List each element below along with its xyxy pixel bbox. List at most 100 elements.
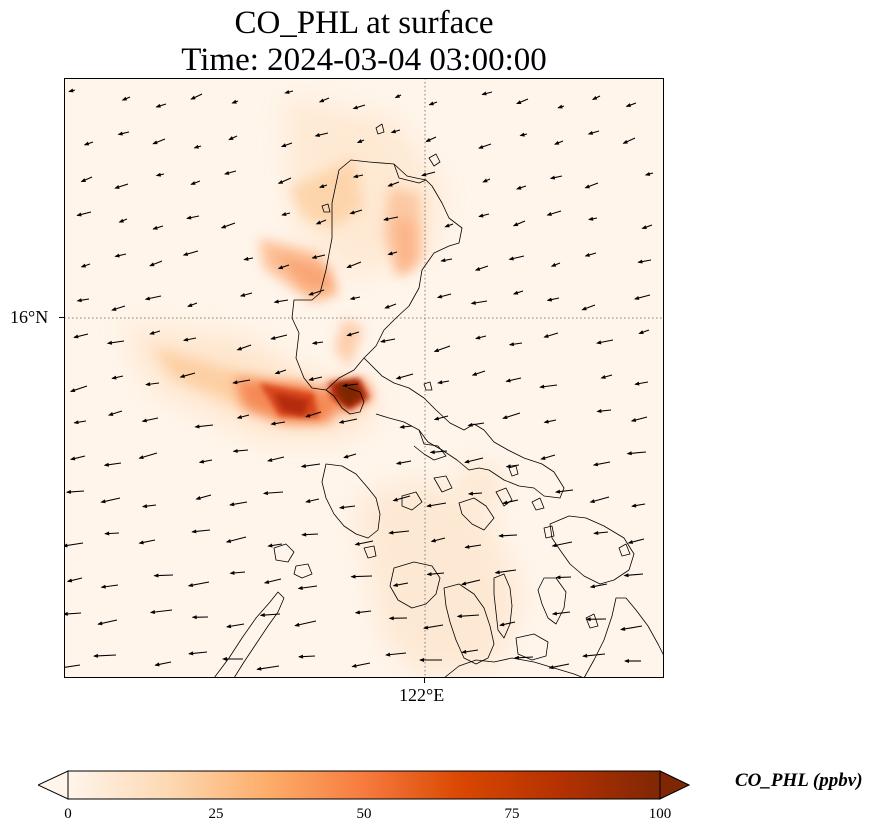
- arrow-left-icon: [387, 251, 393, 256]
- arrow-left-icon: [284, 90, 290, 94]
- arrow-left-icon: [512, 290, 519, 295]
- arrow-left-icon: [225, 539, 232, 543]
- arrow-left-icon: [65, 489, 72, 494]
- arrow-left-icon: [338, 419, 344, 424]
- arrow-left-icon: [494, 570, 500, 575]
- arrow-left-icon: [155, 103, 161, 108]
- arrow-left-icon: [593, 531, 599, 536]
- arrow-left-icon: [229, 570, 235, 575]
- arrow-left-icon: [69, 388, 76, 393]
- arrow-left-icon: [277, 265, 284, 270]
- arrow-left-icon: [437, 380, 443, 385]
- arrow-left-icon: [308, 291, 314, 296]
- map-panel: [64, 78, 664, 678]
- arrow-left-icon: [428, 101, 434, 106]
- lat-tick-label: 16°N: [10, 307, 49, 327]
- arrow-left-icon: [638, 330, 644, 334]
- arrow-left-icon: [548, 665, 554, 670]
- arrow-left-icon: [626, 451, 632, 456]
- arrow-left-icon: [546, 212, 552, 216]
- arrow-left-icon: [232, 380, 238, 385]
- arrow-left-icon: [395, 375, 402, 380]
- arrow-left-icon: [228, 136, 234, 141]
- arrow-left-icon: [633, 296, 640, 300]
- arrow-left-icon: [551, 543, 557, 548]
- arrow-left-icon: [188, 651, 194, 656]
- arrow-left-icon: [270, 421, 276, 426]
- arrow-left-icon: [97, 621, 103, 626]
- arrow-left-icon: [107, 412, 114, 416]
- arrow-left-icon: [516, 100, 522, 105]
- arrow-left-icon: [231, 99, 237, 104]
- arrow-left-icon: [141, 504, 148, 509]
- arrow-left-icon: [555, 575, 561, 580]
- arrow-left-icon: [267, 458, 273, 462]
- arrow-left-icon: [624, 659, 629, 663]
- arrow-left-icon: [259, 613, 265, 618]
- lon-tick-mark: [424, 678, 425, 683]
- wind-vectors: [64, 88, 654, 671]
- colorbar-extend-max: [659, 770, 690, 800]
- arrow-left-icon: [644, 171, 651, 176]
- map-title-field: CO_PHL at surface: [234, 5, 494, 41]
- arrow-left-icon: [514, 655, 520, 660]
- arrow-left-icon: [76, 212, 82, 217]
- arrow-left-icon: [351, 663, 357, 668]
- arrow-left-icon: [100, 584, 106, 589]
- arrow-left-icon: [421, 172, 427, 177]
- arrow-left-icon: [634, 381, 640, 386]
- arrow-left-icon: [277, 179, 284, 184]
- arrow-left-icon: [627, 540, 634, 544]
- arrow-left-icon: [138, 540, 144, 545]
- arrow-left-icon: [352, 174, 359, 179]
- arrow-left-icon: [305, 499, 311, 503]
- arrow-left-icon: [66, 578, 73, 583]
- arrow-left-icon: [539, 384, 545, 389]
- gridlines: [64, 78, 664, 678]
- arrow-left-icon: [352, 105, 358, 110]
- arrow-left-icon: [625, 103, 632, 107]
- arrow-left-icon: [343, 454, 349, 459]
- map-canvas: [64, 78, 664, 678]
- arrow-left-icon: [149, 610, 156, 615]
- arrow-left-icon: [516, 185, 522, 190]
- lon-tick-label: 122°E: [399, 685, 445, 705]
- arrow-left-icon: [80, 178, 87, 183]
- arrow-left-icon: [478, 213, 484, 218]
- arrow-left-icon: [394, 94, 401, 99]
- arrow-left-icon: [225, 624, 232, 629]
- arrow-left-icon: [314, 133, 320, 137]
- arrow-left-icon: [190, 181, 196, 185]
- arrow-left-icon: [478, 144, 484, 149]
- arrow-left-icon: [93, 653, 99, 658]
- arrow-left-icon: [155, 172, 162, 177]
- arrow-left-icon: [311, 255, 317, 259]
- arrow-left-icon: [346, 264, 352, 268]
- arrow-left-icon: [308, 377, 314, 381]
- arrow-left-icon: [395, 460, 402, 465]
- arrow-left-icon: [281, 212, 287, 216]
- arrow-left-icon: [236, 346, 242, 351]
- arrow-left-icon: [433, 416, 440, 421]
- arrow-left-icon: [73, 334, 79, 339]
- arrow-left-icon: [425, 137, 431, 142]
- arrow-left-icon: [474, 266, 481, 271]
- arrow-left-icon: [436, 294, 443, 299]
- arrow-left-icon: [274, 370, 281, 375]
- arrow-left-icon: [383, 217, 389, 221]
- arrow-left-icon: [229, 502, 235, 507]
- arrow-left-icon: [236, 415, 243, 419]
- arrow-left-icon: [141, 418, 147, 423]
- colorbar-tick-label: 0: [64, 806, 72, 822]
- arrow-left-icon: [622, 139, 628, 144]
- arrow-left-icon: [581, 306, 587, 311]
- arrow-left-icon: [429, 450, 435, 455]
- arrow-left-icon: [346, 332, 352, 337]
- arrow-left-icon: [187, 583, 194, 588]
- arrow-left-icon: [587, 130, 594, 135]
- arrow-left-icon: [195, 496, 201, 500]
- arrow-left-icon: [118, 218, 124, 223]
- arrow-left-icon: [549, 175, 556, 180]
- arrow-left-icon: [482, 178, 488, 183]
- arrow-left-icon: [467, 422, 473, 427]
